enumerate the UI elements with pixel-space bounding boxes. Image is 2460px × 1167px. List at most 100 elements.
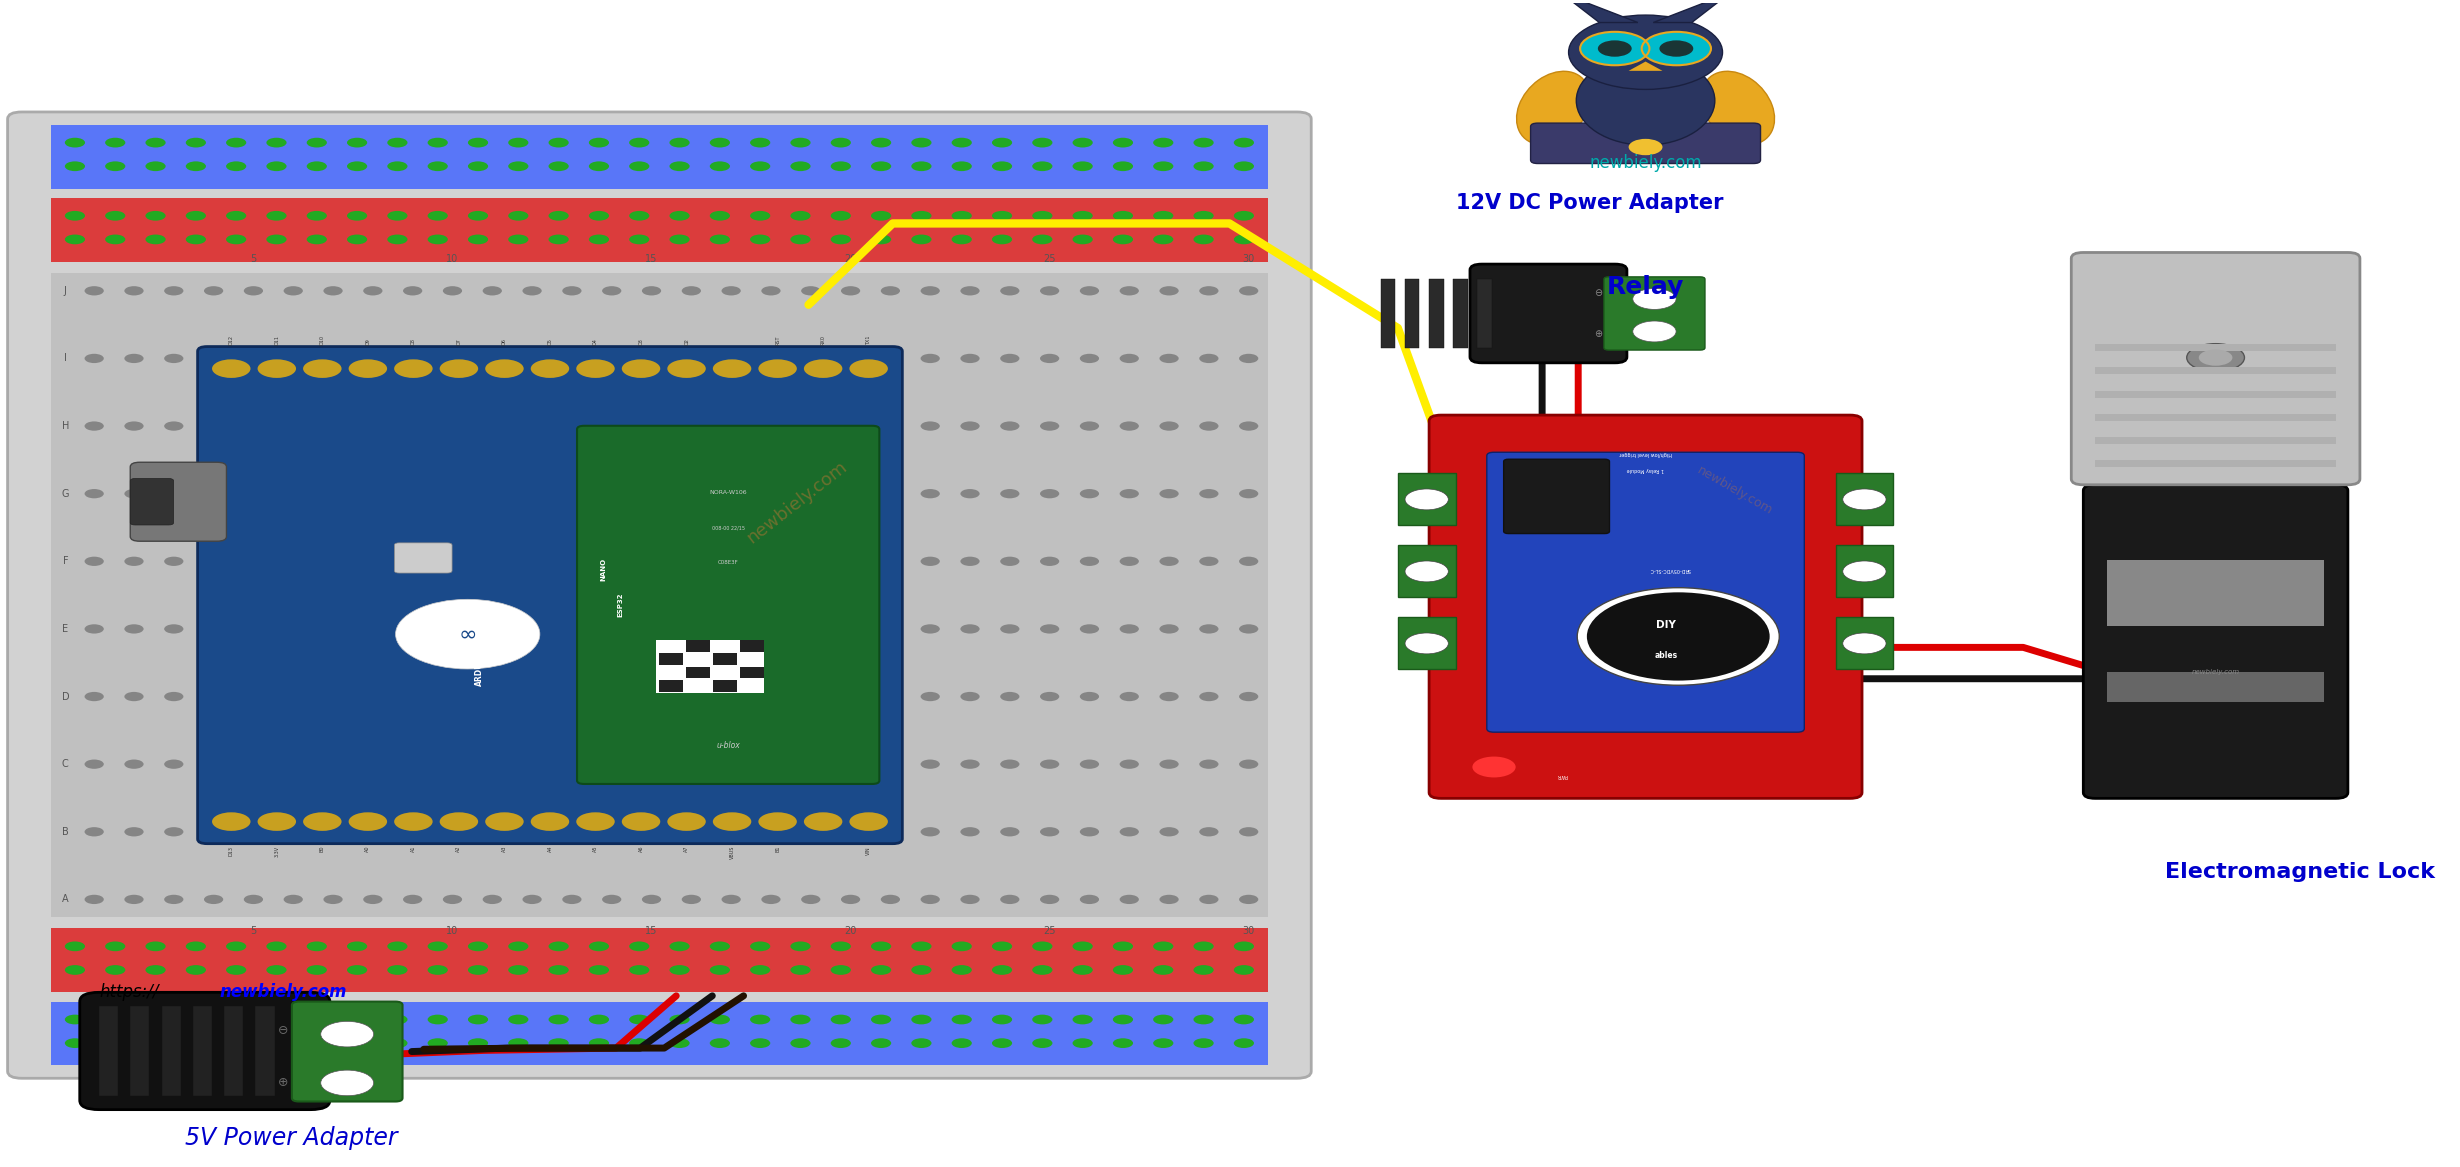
Bar [659, 654, 684, 665]
Circle shape [669, 1039, 689, 1048]
Circle shape [403, 489, 423, 498]
Circle shape [1159, 421, 1178, 431]
Circle shape [1599, 41, 1631, 57]
Circle shape [750, 1039, 770, 1048]
Circle shape [283, 827, 303, 837]
Circle shape [603, 354, 622, 363]
FancyBboxPatch shape [1486, 453, 1803, 732]
Circle shape [563, 827, 581, 837]
Circle shape [681, 489, 701, 498]
Circle shape [1200, 354, 1218, 363]
Circle shape [1033, 965, 1053, 974]
Circle shape [1112, 965, 1134, 974]
Text: 15: 15 [645, 254, 657, 265]
Circle shape [841, 692, 861, 701]
Circle shape [84, 489, 103, 498]
FancyBboxPatch shape [130, 478, 175, 525]
Circle shape [482, 760, 502, 769]
Circle shape [145, 1039, 165, 1048]
Circle shape [1073, 211, 1092, 221]
Circle shape [681, 624, 701, 634]
Circle shape [991, 211, 1011, 221]
Circle shape [1073, 1014, 1092, 1025]
Circle shape [713, 359, 750, 378]
Circle shape [1569, 15, 1722, 90]
FancyBboxPatch shape [1604, 277, 1705, 350]
Circle shape [1200, 760, 1218, 769]
Text: 25: 25 [1043, 254, 1055, 265]
Circle shape [64, 161, 86, 172]
Circle shape [642, 489, 662, 498]
Circle shape [1405, 633, 1449, 654]
Circle shape [403, 354, 423, 363]
Circle shape [563, 354, 581, 363]
Circle shape [549, 942, 568, 951]
Bar [713, 654, 738, 665]
Circle shape [1154, 211, 1173, 221]
Circle shape [322, 489, 342, 498]
Circle shape [386, 211, 408, 221]
Circle shape [283, 760, 303, 769]
Circle shape [910, 211, 932, 221]
Circle shape [204, 489, 224, 498]
Circle shape [443, 827, 462, 837]
Circle shape [187, 965, 207, 974]
Text: newbiely.com: newbiely.com [1589, 154, 1702, 172]
Circle shape [881, 421, 900, 431]
Text: ∞: ∞ [458, 624, 477, 644]
Circle shape [841, 827, 861, 837]
Circle shape [1080, 624, 1100, 634]
Circle shape [711, 942, 731, 951]
Circle shape [106, 211, 125, 221]
Circle shape [588, 965, 610, 974]
Circle shape [721, 286, 740, 295]
Bar [1397, 616, 1456, 669]
Circle shape [145, 942, 165, 951]
Circle shape [959, 286, 979, 295]
Circle shape [1240, 421, 1260, 431]
Circle shape [1154, 138, 1173, 147]
Circle shape [1843, 633, 1887, 654]
Circle shape [204, 286, 224, 295]
Bar [659, 679, 684, 692]
Circle shape [871, 138, 891, 147]
Circle shape [106, 965, 125, 974]
Circle shape [603, 489, 622, 498]
Circle shape [84, 895, 103, 904]
Circle shape [2199, 349, 2231, 365]
Circle shape [1001, 286, 1018, 295]
Circle shape [428, 1039, 448, 1048]
Circle shape [1200, 895, 1218, 904]
Circle shape [603, 827, 622, 837]
Bar [2108, 560, 2325, 627]
Circle shape [721, 489, 740, 498]
Bar [740, 641, 765, 652]
Circle shape [64, 1039, 86, 1048]
Circle shape [204, 692, 224, 701]
Circle shape [831, 965, 851, 974]
Circle shape [1193, 211, 1213, 221]
Circle shape [145, 161, 165, 172]
Circle shape [1033, 211, 1053, 221]
Text: VBUS: VBUS [731, 846, 736, 859]
Circle shape [881, 557, 900, 566]
Circle shape [1080, 354, 1100, 363]
Circle shape [443, 286, 462, 295]
Text: B0: B0 [320, 846, 325, 852]
Circle shape [1080, 827, 1100, 837]
Circle shape [790, 1014, 812, 1025]
Circle shape [440, 812, 477, 831]
Circle shape [920, 557, 940, 566]
Circle shape [1119, 827, 1139, 837]
Circle shape [959, 760, 979, 769]
Circle shape [347, 1039, 367, 1048]
Text: 3.3V: 3.3V [276, 846, 280, 857]
Circle shape [1041, 692, 1060, 701]
Circle shape [910, 1014, 932, 1025]
Circle shape [165, 895, 184, 904]
Text: E: E [62, 624, 69, 634]
Bar [52, 198, 1267, 261]
Circle shape [1080, 760, 1100, 769]
Circle shape [165, 489, 184, 498]
Circle shape [549, 1039, 568, 1048]
